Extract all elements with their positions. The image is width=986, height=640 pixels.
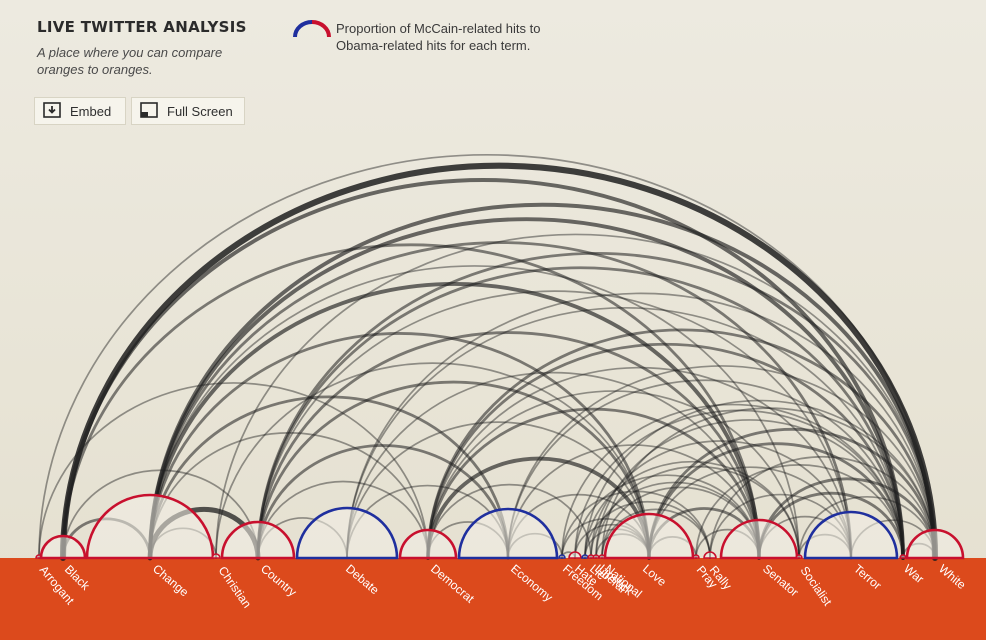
link-arc-black-white [59, 162, 939, 562]
term-node-socialist[interactable] [795, 554, 803, 559]
link-arc-country-economy [256, 444, 510, 560]
link-arc-black-war [61, 178, 905, 560]
link-arc-economy-war [507, 379, 904, 559]
link-arc-arrogant-white [38, 153, 936, 559]
link-arc-debate-war [346, 307, 904, 559]
link-arc-national-rally [601, 508, 711, 559]
link-arc-democrat-liberal [427, 483, 592, 559]
link-arc-hate-war [574, 409, 904, 559]
link-arc-freedom-rally [561, 490, 711, 559]
link-arc-economy-senator [507, 444, 760, 559]
link-arc-lie-white [584, 399, 936, 559]
link-arc-democrat-socialist [427, 390, 800, 559]
link-arc-change-war [148, 217, 905, 560]
fullscreen-button[interactable]: Full Screen [131, 97, 245, 125]
link-arc-arrogant-democrat [38, 382, 429, 559]
term-node-love[interactable] [603, 512, 695, 560]
link-arc-change-love [148, 332, 651, 560]
term-node-white[interactable] [905, 528, 965, 560]
term-node-national[interactable] [598, 554, 606, 559]
term-node-freedom[interactable] [558, 554, 566, 559]
link-arc-debate-white [346, 292, 936, 559]
term-node-debate[interactable] [295, 506, 399, 560]
link-arc-change-socialist [149, 265, 800, 559]
link-arc-love-white [647, 427, 937, 560]
link-arc-change-senator [148, 282, 761, 560]
fullscreen-label: Full Screen [167, 103, 233, 119]
term-node-lipstick[interactable] [592, 554, 600, 559]
link-arc-lie-socialist [584, 460, 800, 559]
link-arc-debate-love [346, 421, 650, 559]
link-arc-rally-white [709, 455, 936, 559]
term-node-christian[interactable] [211, 553, 221, 559]
link-arc-christian-love [215, 362, 650, 559]
embed-label: Embed [70, 103, 112, 119]
embed-button[interactable]: Embed [34, 97, 126, 125]
link-arc-economy-white [507, 365, 936, 559]
link-arc-black-country [62, 469, 259, 559]
term-node-terror[interactable] [803, 510, 899, 560]
link-arc-democrat-love [426, 456, 651, 560]
term-node-lie[interactable] [581, 554, 589, 559]
link-arc-country-war [256, 266, 905, 560]
term-node-black[interactable] [39, 534, 87, 560]
link-arc-country-white [256, 251, 937, 560]
link-arc-democrat-terror [427, 366, 852, 559]
link-arc-lie-rally [584, 500, 711, 559]
fullscreen-icon [140, 101, 158, 121]
link-arc-democrat-white [426, 328, 937, 560]
nodes-layer [35, 493, 965, 560]
term-node-change[interactable] [85, 493, 215, 560]
link-arc-debate-senator [346, 371, 760, 559]
term-node-war[interactable] [899, 554, 907, 559]
link-arc-lipstick-war [595, 419, 904, 559]
legend-description: Proportion of McCain-related hits to Oba… [336, 21, 541, 53]
term-node-senator[interactable] [719, 518, 799, 560]
page-subtitle: A place where you can compare oranges to… [37, 45, 223, 77]
link-arc-change-economy [148, 395, 510, 560]
link-arc-liberal-terror [590, 440, 852, 559]
link-arc-democrat-senator [426, 407, 761, 560]
term-node-hate[interactable] [568, 551, 582, 559]
link-arc-change-terror [148, 241, 853, 560]
link-arc-pray-war [695, 464, 904, 559]
term-node-rally[interactable] [703, 551, 717, 559]
link-arc-love-war [647, 442, 905, 560]
link-arc-black-senator [61, 243, 761, 560]
link-arc-national-white [601, 407, 936, 559]
embed-icon [43, 101, 61, 121]
links-layer [38, 153, 939, 562]
term-node-economy[interactable] [457, 507, 559, 560]
proportion-legend-icon [293, 20, 331, 38]
link-arc-country-love [256, 380, 651, 560]
link-arc-christian-white [215, 233, 936, 559]
page-title: LIVE TWITTER ANALYSIS [37, 18, 247, 36]
term-node-country[interactable] [220, 520, 296, 560]
baseline-band [0, 558, 986, 640]
term-node-democrat[interactable] [398, 528, 458, 560]
term-node-pray[interactable] [692, 554, 700, 559]
